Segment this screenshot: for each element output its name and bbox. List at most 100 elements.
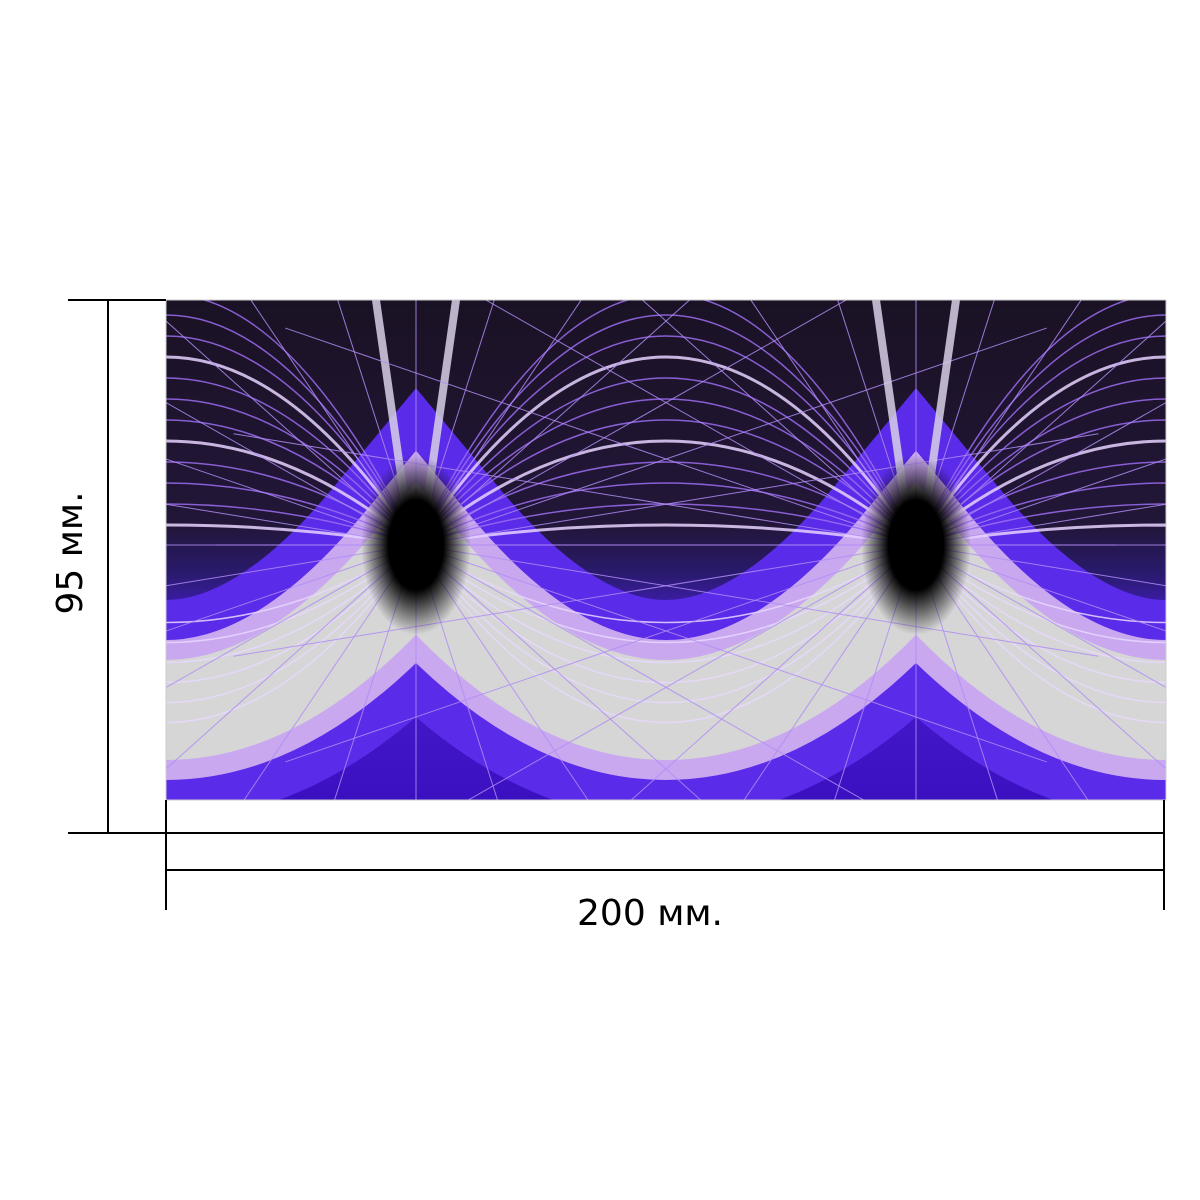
light-line [166, 398, 417, 546]
light-line [915, 335, 1166, 546]
light-line [166, 544, 417, 704]
light-line [233, 433, 917, 546]
light-line [415, 439, 917, 547]
light-line [415, 544, 917, 644]
light-line [915, 439, 1166, 547]
light-line [415, 300, 495, 546]
light-line [915, 544, 1166, 770]
light-line [415, 377, 917, 546]
light-line [641, 300, 917, 546]
light-line [166, 544, 417, 724]
light-line [166, 402, 417, 546]
light-line [915, 419, 1166, 546]
light-line [415, 300, 917, 546]
image-border [165, 299, 1167, 801]
light-line [915, 482, 1166, 546]
band [166, 481, 1166, 760]
light-line [415, 433, 1099, 546]
light-line [915, 544, 1166, 644]
light-line [285, 544, 917, 763]
light-line [915, 544, 1166, 688]
light-line [915, 544, 1166, 664]
light-line [915, 503, 1166, 546]
light-line [915, 544, 1166, 624]
light-line [233, 544, 917, 657]
vortex [861, 455, 971, 635]
light-line [415, 544, 917, 624]
light-line [915, 377, 1166, 546]
light-line [166, 523, 417, 547]
light-line [415, 523, 917, 547]
light-line [837, 300, 917, 546]
light-line [166, 419, 417, 546]
light-line [833, 544, 917, 800]
light-line [914, 355, 1166, 546]
light-line [166, 314, 417, 546]
light-line [166, 482, 417, 546]
light-line [415, 544, 917, 704]
light-line [630, 544, 917, 800]
light-line [915, 300, 1082, 546]
light-line [915, 300, 1131, 546]
light-line [415, 544, 865, 800]
light-line [415, 544, 917, 684]
light-line [467, 544, 917, 800]
light-line [415, 300, 691, 546]
pattern [166, 300, 1166, 800]
light-line [915, 544, 1166, 587]
light-line [166, 544, 417, 644]
light-line [415, 544, 917, 664]
light-line [415, 419, 917, 546]
light-line [415, 335, 917, 546]
light-line [166, 544, 417, 770]
vortex [361, 455, 471, 635]
light-line [915, 320, 1166, 546]
light-line [915, 544, 1089, 800]
light-line [484, 300, 917, 546]
light-line [201, 300, 417, 546]
light-line [915, 300, 995, 546]
light-line [915, 458, 1166, 546]
light-line [915, 314, 1166, 546]
light-line [915, 523, 1166, 547]
light-line [415, 300, 848, 546]
light-line [166, 439, 417, 547]
light-line [915, 544, 999, 800]
light-line [414, 355, 918, 546]
light-line [415, 544, 589, 800]
light-line [166, 503, 417, 546]
width-label: 200 мм. [577, 893, 723, 934]
light-line [415, 327, 1047, 546]
light-line [743, 544, 917, 800]
light-line [915, 398, 1166, 546]
light-line [166, 377, 417, 546]
light-line [750, 300, 917, 546]
print-image [166, 300, 1166, 800]
light-line [415, 544, 917, 724]
light-line [415, 398, 917, 546]
light-line [415, 482, 917, 546]
light-line [415, 544, 499, 800]
light-line [166, 355, 418, 546]
light-line [166, 544, 417, 688]
light-line [915, 544, 1166, 632]
height-label: 95 мм. [50, 491, 91, 614]
light-line [415, 544, 1099, 657]
light-line [915, 402, 1166, 546]
light-line [285, 327, 917, 546]
light-line [415, 544, 1047, 763]
light-line [166, 320, 417, 546]
light-line [166, 544, 417, 684]
light-line [250, 300, 417, 546]
light-line [915, 544, 1166, 724]
light-line [243, 544, 417, 800]
light-line [333, 544, 417, 800]
light-line [166, 335, 417, 546]
light-line [415, 314, 917, 546]
light-line [915, 544, 1166, 704]
light-line [166, 503, 417, 546]
light-line [166, 544, 417, 664]
light-line [915, 544, 1166, 684]
